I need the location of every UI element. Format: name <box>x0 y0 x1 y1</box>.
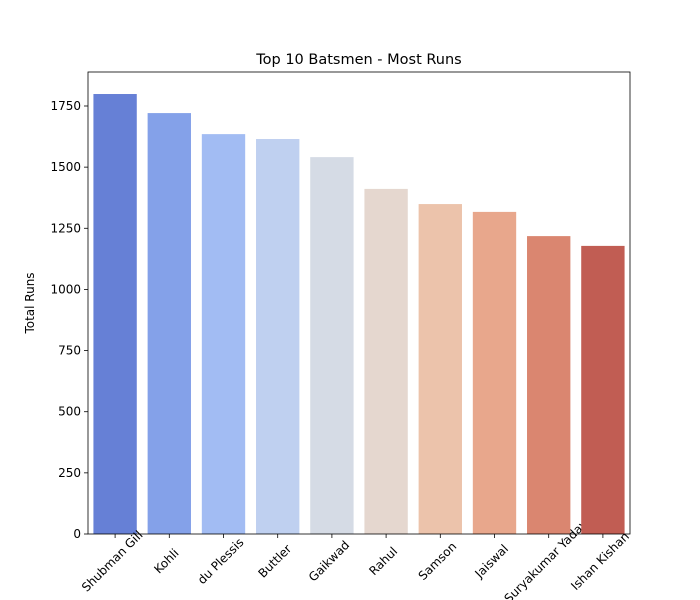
bar <box>581 245 625 534</box>
x-tick-label: Shubman Gill <box>79 528 146 595</box>
bar <box>364 188 408 534</box>
x-tick-label: du Plessis <box>195 535 247 587</box>
x-tick-label: Samson <box>416 539 460 583</box>
bar <box>527 236 571 534</box>
plot-frame <box>87 71 631 535</box>
x-tick-label: Jaiswal <box>472 542 512 582</box>
y-tick-label: 1750 <box>50 99 81 113</box>
bar <box>472 211 517 534</box>
bar <box>310 157 354 534</box>
bar <box>201 134 246 534</box>
y-tick-label: 1000 <box>50 282 81 296</box>
y-tick-label: 1500 <box>50 160 81 174</box>
y-axis-label: Total Runs <box>23 272 37 334</box>
y-tick-label: 750 <box>58 344 81 358</box>
y-tick-label: 0 <box>73 527 81 541</box>
chart-title: Top 10 Batsmen - Most Runs <box>255 52 462 68</box>
bar <box>418 204 462 534</box>
bar <box>147 113 191 534</box>
x-tick-label: Rahul <box>366 544 400 578</box>
y-tick-label: 1250 <box>50 221 81 235</box>
bar <box>93 94 137 534</box>
y-tick-label: 500 <box>58 405 81 419</box>
x-tick-label: Kohli <box>151 546 181 576</box>
x-tick-label: Gaikwad <box>306 538 352 584</box>
x-tick-label: Buttler <box>255 542 294 581</box>
bar <box>256 139 300 534</box>
y-tick-label: 250 <box>58 466 81 480</box>
